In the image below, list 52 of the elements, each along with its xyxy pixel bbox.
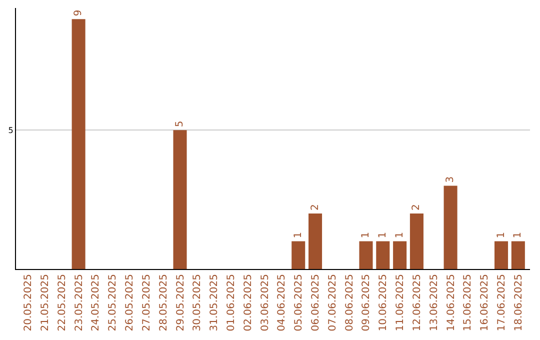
x-tick-label: 22.05.2025 — [56, 274, 68, 332]
data-label: 1 — [377, 232, 388, 238]
bar — [410, 213, 424, 269]
x-tick-label: 04.06.2025 — [276, 274, 288, 332]
x-tick-label: 30.05.2025 — [192, 274, 204, 332]
bar — [376, 241, 390, 269]
bar — [359, 241, 373, 269]
bar — [308, 213, 322, 269]
x-tick-label: 18.06.2025 — [513, 274, 524, 332]
data-label: 2 — [411, 204, 422, 210]
x-tick-label: 09.06.2025 — [361, 274, 372, 332]
bar — [511, 241, 525, 269]
x-tick-label: 02.06.2025 — [242, 274, 254, 332]
x-tick-label: 23.05.2025 — [74, 274, 85, 332]
x-tick-label: 01.06.2025 — [226, 274, 237, 332]
x-tick-label: 29.05.2025 — [175, 274, 186, 332]
x-tick-label: 25.05.2025 — [108, 274, 119, 332]
x-tick-label: 26.05.2025 — [124, 274, 136, 332]
bar — [292, 241, 306, 269]
x-tick-label: 05.06.2025 — [294, 274, 305, 332]
bar — [173, 130, 187, 269]
data-label: 1 — [292, 232, 304, 238]
x-tick-label: 12.06.2025 — [412, 274, 423, 332]
x-tick-label: 16.06.2025 — [480, 274, 491, 332]
data-label: 1 — [394, 232, 406, 238]
x-tick-label: 08.06.2025 — [344, 274, 356, 332]
x-tick-label: 31.05.2025 — [209, 274, 220, 332]
x-tick-label: 21.05.2025 — [40, 274, 51, 332]
data-label: 2 — [310, 204, 321, 210]
x-tick-label: 13.06.2025 — [428, 274, 440, 332]
x-tick-label: 14.06.2025 — [446, 274, 457, 332]
bar — [72, 19, 86, 269]
x-tick-label: 03.06.2025 — [260, 274, 271, 332]
x-tick-label: 07.06.2025 — [327, 274, 338, 332]
data-label: 9 — [73, 10, 84, 16]
data-label: 1 — [512, 232, 524, 238]
x-tick-label: 06.06.2025 — [310, 274, 322, 332]
x-tick-label: 15.06.2025 — [462, 274, 474, 332]
data-label: 1 — [496, 232, 507, 238]
x-tick-label: 28.05.2025 — [158, 274, 170, 332]
x-tick-label: 24.05.2025 — [90, 274, 102, 332]
data-label: 5 — [174, 120, 186, 128]
data-label: 1 — [360, 232, 372, 238]
bar — [494, 241, 508, 269]
x-tick-label: 10.06.2025 — [378, 274, 390, 332]
x-tick-label: 17.06.2025 — [496, 274, 508, 332]
bar — [393, 241, 407, 269]
x-tick-label: 27.05.2025 — [141, 274, 152, 332]
bar — [444, 186, 458, 269]
x-tick-label: 20.05.2025 — [23, 274, 34, 332]
x-tick-label: 11.06.2025 — [395, 274, 406, 332]
data-label: 3 — [445, 176, 456, 183]
